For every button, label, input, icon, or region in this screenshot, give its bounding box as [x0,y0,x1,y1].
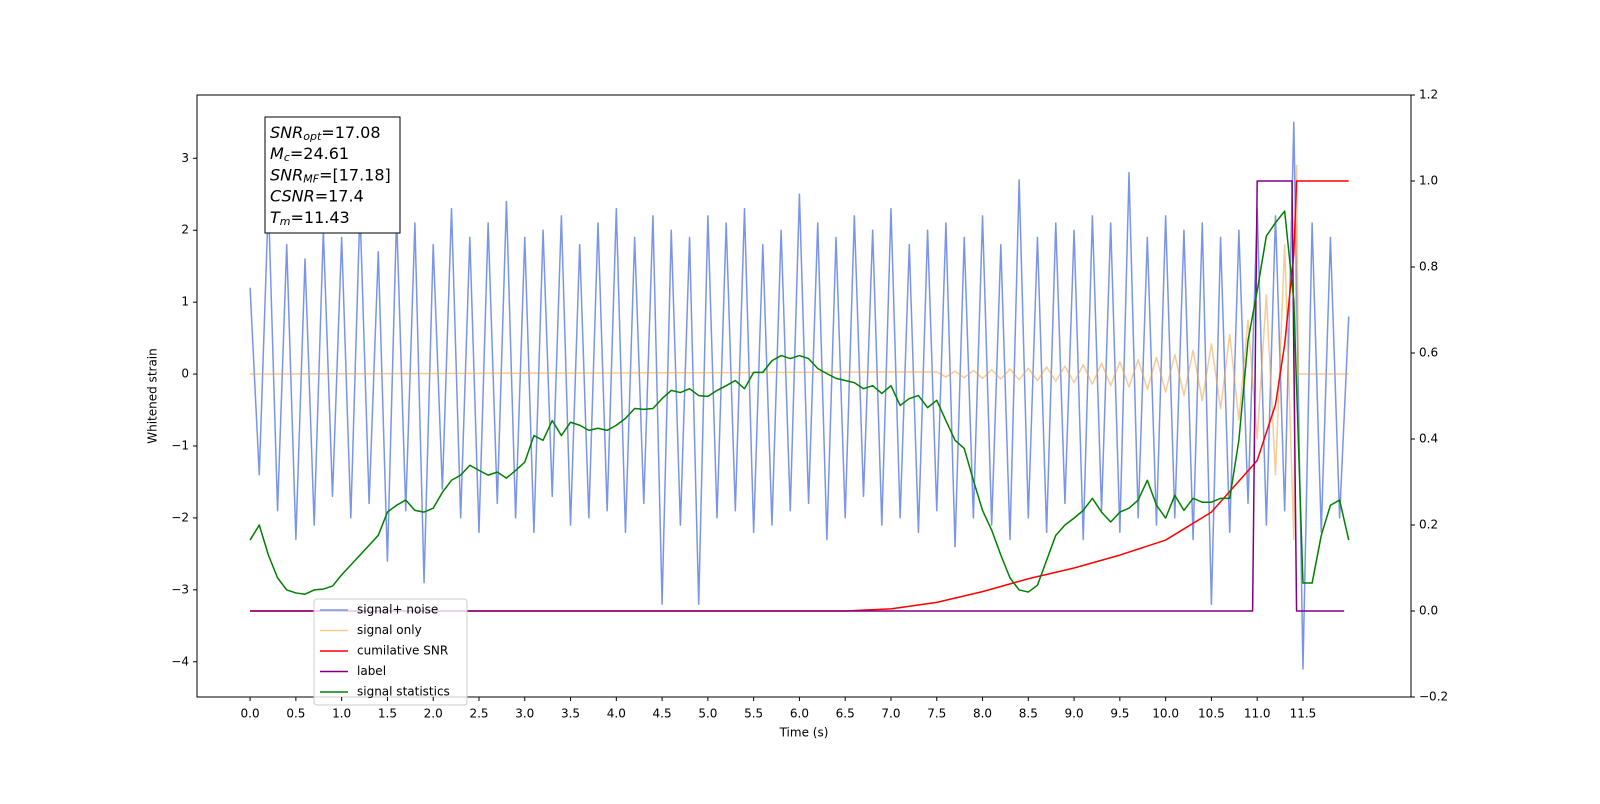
annotation-value: =17.08 [321,123,380,142]
x-tick-label: 10.0 [1152,707,1179,721]
x-tick-label: 3.5 [561,707,580,721]
legend-box [313,598,468,706]
x-tick-label: 10.5 [1198,707,1225,721]
annotation-subscript: m [280,215,291,228]
series-line [250,180,1349,612]
plot-lines [249,121,1350,670]
y2-tick-label: 0.0 [1419,604,1438,618]
annotation-line: SNRopt=17.08 [270,123,381,144]
x-tick-label: 8.0 [973,707,992,721]
annotation-symbol: CSNR [270,186,315,205]
x-axis-label: Time (s) [779,726,829,740]
x-tick-label: 6.0 [790,707,809,721]
legend-label: signal+ noise [357,603,438,617]
y-tick-label: −3 [171,582,189,596]
annotation-value: =[17.18] [319,165,391,184]
y-tick-label: −2 [171,510,189,524]
annotation-subscript: opt [303,130,322,143]
x-tick-label: 5.0 [698,707,717,721]
y-tick-label: 0 [181,367,189,381]
annotation-symbol: SNR [270,123,303,142]
annotation-value: =11.43 [291,207,350,226]
x-tick-label: 11.0 [1244,707,1271,721]
y2-tick-label: 0.8 [1419,260,1438,274]
annotation-symbol: T [270,207,281,226]
y-tick-label: −4 [171,654,189,668]
series-line [249,210,1350,595]
legend-label: label [357,664,386,678]
annotation-subscript: c [284,151,290,164]
x-tick-label: 2.0 [424,707,443,721]
y2-tick-label: 0.4 [1419,432,1438,446]
x-tick-label: 4.0 [607,707,626,721]
legend-label: signal statistics [357,685,450,699]
annotation-line: CSNR=17.4 [270,186,364,205]
y-axis-label: Whitened strain [146,348,160,444]
annotation-subscript: MF [303,172,319,185]
y2-tick-label: 0.2 [1419,518,1438,532]
legend-label: cumilative SNR [357,644,448,658]
y2-tick-label: 0.6 [1419,346,1438,360]
series-line [249,121,1350,670]
x-tick-label: 9.0 [1065,707,1084,721]
annotation-value: =24.61 [290,144,349,163]
series-line [250,180,1345,612]
x-tick-label: 4.5 [653,707,672,721]
annotation-line: Tm=11.43 [270,207,350,228]
x-tick-label: 1.5 [378,707,397,721]
annotation-line: SNRMF=[17.18] [270,165,391,186]
y-tick-label: 2 [181,223,189,237]
x-tick-label: 9.5 [1110,707,1129,721]
x-tick-label: 7.0 [881,707,900,721]
x-tick-label: 11.5 [1290,707,1317,721]
y2-tick-label: −0.2 [1419,690,1448,704]
x-tick-label: 7.5 [927,707,946,721]
x-tick-label: 5.5 [744,707,763,721]
y-tick-label: 1 [181,295,189,309]
x-tick-label: 8.5 [1019,707,1038,721]
x-tick-label: 0.0 [241,707,260,721]
annotation-symbol: SNR [270,165,303,184]
plot-frame [196,94,1412,698]
y-tick-label: 3 [181,151,189,165]
x-tick-label: 0.5 [286,707,305,721]
x-tick-label: 1.0 [332,707,351,721]
y2-tick-label: 1.2 [1419,88,1438,102]
y-tick-label: −1 [171,438,189,452]
x-tick-label: 2.5 [469,707,488,721]
annotation-value: =17.4 [315,186,364,205]
series-line [250,164,1349,541]
y2-tick-label: 1.0 [1419,174,1438,188]
annotation-symbol: M [270,144,284,163]
x-tick-label: 3.0 [515,707,534,721]
legend-label: signal only [357,623,422,637]
annotation-line: Mc=24.61 [270,144,349,165]
x-tick-label: 6.5 [836,707,855,721]
annotation-box [264,116,401,234]
